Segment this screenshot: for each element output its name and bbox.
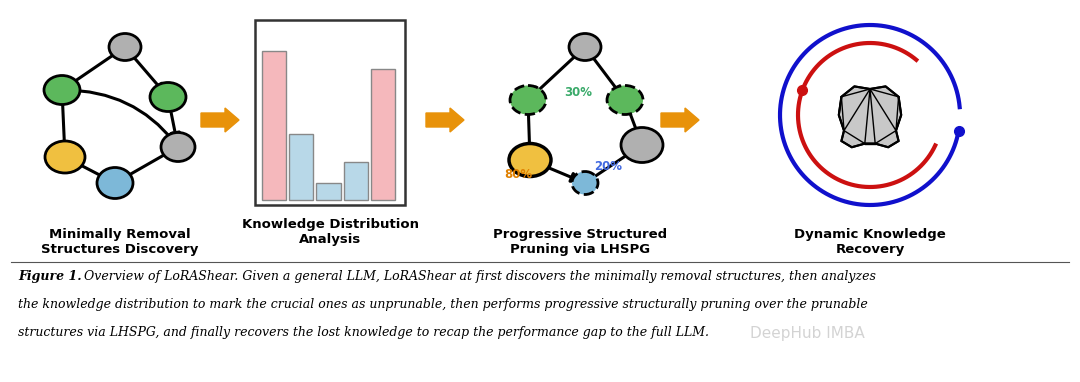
- Text: Overview of LoRAShear. Given a general LLM, LoRAShear at first discovers the min: Overview of LoRAShear. Given a general L…: [80, 270, 876, 283]
- Text: Dynamic Knowledge
Recovery: Dynamic Knowledge Recovery: [794, 228, 946, 256]
- Bar: [262, 51, 286, 200]
- Ellipse shape: [510, 86, 546, 115]
- Bar: [289, 133, 313, 200]
- FancyArrow shape: [661, 108, 699, 132]
- Bar: [343, 162, 368, 200]
- Text: Knowledge Distribution
Analysis: Knowledge Distribution Analysis: [242, 218, 419, 246]
- Text: DeepHub IMBA: DeepHub IMBA: [750, 326, 865, 341]
- Ellipse shape: [621, 128, 663, 162]
- Ellipse shape: [607, 86, 643, 115]
- Text: 20%: 20%: [594, 160, 622, 173]
- Bar: [370, 69, 395, 200]
- Ellipse shape: [572, 172, 598, 194]
- Ellipse shape: [569, 34, 600, 60]
- Bar: [255, 20, 405, 205]
- Text: 80%: 80%: [504, 168, 532, 181]
- Ellipse shape: [109, 34, 141, 60]
- Text: Figure 1.: Figure 1.: [18, 270, 82, 283]
- Ellipse shape: [161, 133, 195, 162]
- Text: Progressive Structured
Pruning via LHSPG: Progressive Structured Pruning via LHSPG: [492, 228, 667, 256]
- FancyArrow shape: [426, 108, 464, 132]
- FancyArrow shape: [201, 108, 239, 132]
- Ellipse shape: [45, 141, 85, 173]
- Bar: [316, 183, 340, 200]
- Ellipse shape: [44, 76, 80, 105]
- Polygon shape: [839, 86, 901, 147]
- Text: Minimally Removal
Structures Discovery: Minimally Removal Structures Discovery: [41, 228, 199, 256]
- Text: 30%: 30%: [564, 86, 592, 99]
- Ellipse shape: [509, 144, 551, 176]
- Ellipse shape: [97, 167, 133, 199]
- Text: the knowledge distribution to mark the crucial ones as unprunable, then performs: the knowledge distribution to mark the c…: [18, 298, 867, 311]
- Text: structures via LHSPG, and finally recovers the lost knowledge to recap the perfo: structures via LHSPG, and finally recove…: [18, 326, 708, 339]
- Ellipse shape: [150, 83, 186, 112]
